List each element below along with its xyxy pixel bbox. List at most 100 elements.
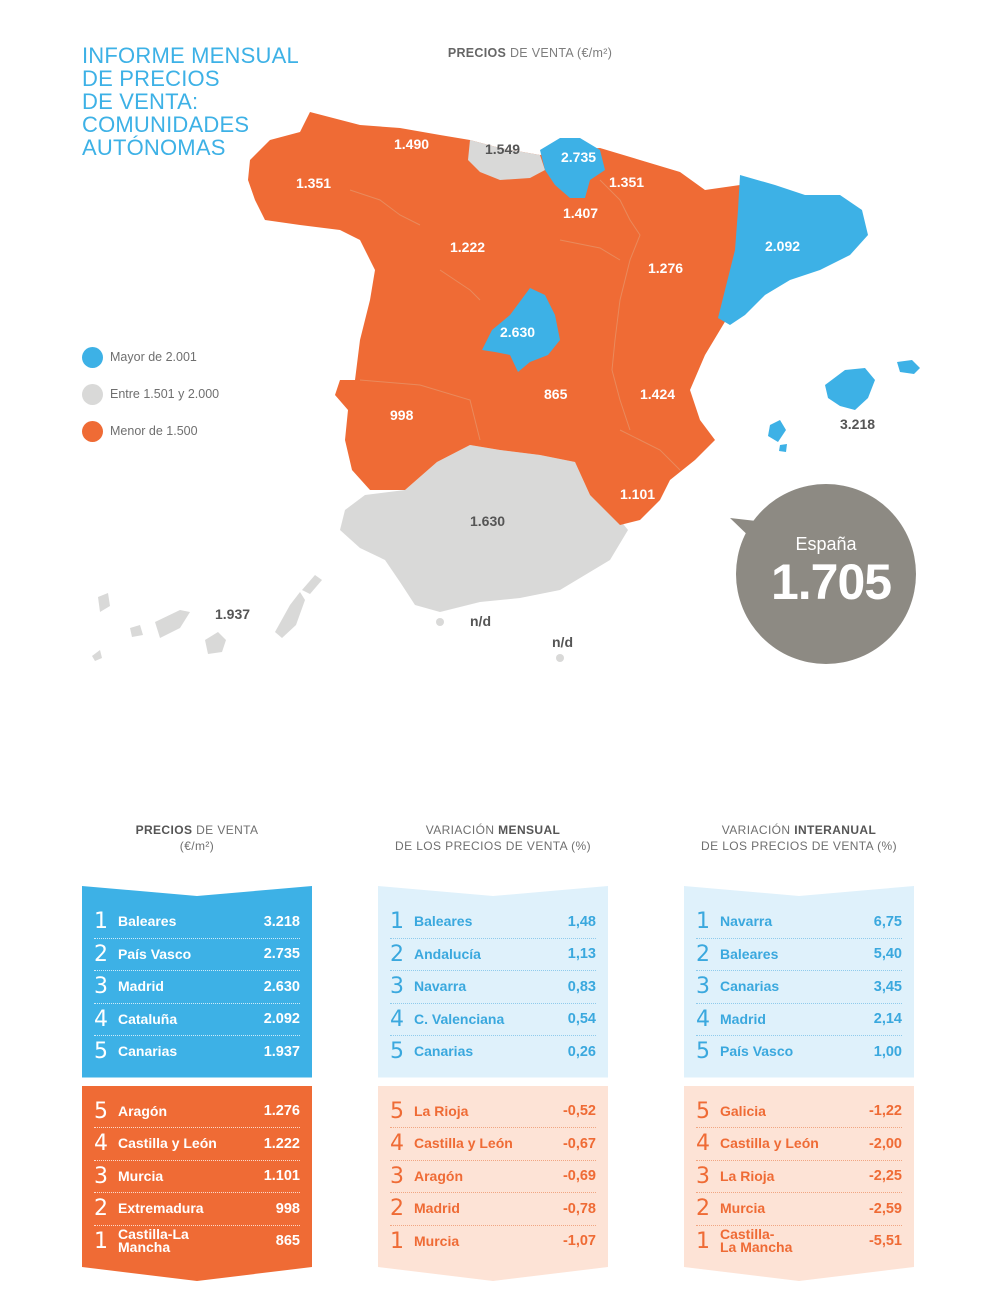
map-legend: Mayor de 2.001 Entre 1.501 y 2.000 Menor…	[82, 345, 219, 456]
rank-number: 5	[696, 1098, 710, 1124]
region-value: -1,07	[562, 1233, 596, 1250]
region-madrid	[482, 288, 560, 372]
table-row: 4 Madrid 2,14	[696, 1004, 902, 1036]
label-castilla-la-mancha: 865	[544, 386, 568, 402]
region-name: Extremadura	[118, 1200, 204, 1217]
table-row: 4 Castilla y León 1.222	[94, 1128, 300, 1161]
region-name: Canarias	[118, 1043, 178, 1060]
map-value-labels: 1.351 1.490 1.549 2.735 1.351 1.407 1.22…	[215, 136, 875, 650]
table-heading: VARIACIÓN INTERANUAL DE LOS PRECIOS DE VE…	[684, 822, 914, 878]
rank-number: 4	[94, 1006, 108, 1032]
region-name: Castilla y León	[720, 1135, 819, 1152]
table-heading-line2: (€/m²)	[179, 839, 215, 853]
label-andalucia: 1.630	[470, 513, 505, 529]
label-navarra: 1.351	[609, 174, 644, 190]
region-name: Cataluña	[118, 1010, 178, 1027]
rank-number: 2	[390, 1196, 404, 1222]
region-value: 0,83	[567, 978, 596, 995]
region-cantabria	[468, 140, 545, 180]
region-value: -2,00	[868, 1135, 902, 1152]
legend-label: Menor de 1.500	[110, 424, 198, 438]
legend-label: Entre 1.501 y 2.000	[110, 387, 220, 401]
rank-number: 2	[94, 1196, 108, 1222]
rank-number: 4	[390, 1006, 404, 1032]
region-value: 1,00	[873, 1043, 902, 1060]
rank-number: 4	[94, 1131, 108, 1157]
region-name: Madrid	[118, 978, 164, 995]
region-value: 6,75	[873, 913, 902, 930]
region-value: -5,51	[868, 1233, 902, 1250]
region-value: -2,59	[868, 1200, 902, 1217]
region-name: Murcia	[118, 1167, 164, 1184]
map-heading-bold: PRECIOS	[447, 46, 507, 60]
region-name: Canarias	[414, 1043, 474, 1060]
table-heading-line2: DE LOS PRECIOS DE VENTA (%)	[395, 839, 591, 853]
bottom-ranking-block: 5 Galicia -1,22 4 Castilla y León -2,00 3 La Ri…	[684, 1086, 914, 1282]
region-name: Baleares	[118, 913, 177, 930]
region-melilla	[556, 654, 564, 662]
table-row: 3 Madrid 2.630	[94, 971, 300, 1004]
table-row: 5 Galicia -1,22	[696, 1096, 902, 1129]
table-row: 1 Baleares 1,48	[390, 906, 596, 939]
region-name: Murcia	[414, 1232, 460, 1249]
table-heading-line2: DE LOS PRECIOS DE VENTA (%)	[701, 839, 897, 853]
table-heading: PRECIOS DE VENTA (€/m²)	[82, 822, 312, 878]
region-value: -1,22	[868, 1103, 902, 1120]
region-cataluna	[718, 175, 868, 325]
region-value: 0,26	[567, 1043, 596, 1060]
region-pais-vasco	[540, 138, 605, 198]
region-value: 1.101	[263, 1168, 300, 1185]
region-baleares-formentera	[779, 444, 787, 452]
table-row: 2 País Vasco 2.735	[94, 939, 300, 971]
label-baleares: 3.218	[840, 416, 875, 432]
label-canarias: 1.937	[215, 606, 250, 622]
table-row: 3 La Rioja -2,25	[696, 1161, 902, 1194]
label-valencia: 1.424	[640, 386, 675, 402]
table-annual-variation: VARIACIÓN INTERANUAL DE LOS PRECIOS DE VE…	[684, 822, 914, 1281]
rank-number: 2	[94, 941, 108, 967]
rank-number: 5	[390, 1098, 404, 1124]
rank-number: 4	[696, 1131, 710, 1157]
table-row: 3 Canarias 3,45	[696, 971, 902, 1004]
top-ranking-block: 1 Baleares 1,48 2 Andalucía 1,13 3 Navarra 0,83 4…	[378, 886, 608, 1078]
region-canarias-1	[98, 593, 110, 612]
table-heading: VARIACIÓN MENSUAL DE LOS PRECIOS DE VENTA…	[378, 822, 608, 878]
rank-number: 2	[696, 941, 710, 967]
map-regions	[92, 112, 920, 662]
table-heading-line1: VARIACIÓN MENSUAL	[378, 822, 608, 838]
top-ranking-block: 1 Baleares 3.218 2 País Vasco 2.735 3 Madrid 2.6…	[82, 886, 312, 1078]
region-name: Castilla-La Mancha	[118, 1226, 189, 1256]
rank-number: 4	[696, 1006, 710, 1032]
region-baleares-ibiza	[768, 420, 786, 442]
bottom-ranking-block: 5 Aragón 1.276 4 Castilla y León 1.222 3 Murcia…	[82, 1086, 312, 1282]
table-heading-rest: DE VENTA	[192, 823, 259, 837]
label-murcia: 1.101	[620, 486, 655, 502]
table-row: 5 País Vasco 1,00	[696, 1036, 902, 1068]
region-value: 3.218	[263, 913, 300, 930]
region-name: Castilla- La Mancha	[720, 1226, 793, 1256]
spain-bubble-title: España	[795, 534, 857, 554]
table-row: 1 Navarra 6,75	[696, 906, 902, 939]
table-row: 4 Cataluña 2.092	[94, 1004, 300, 1036]
rank-number: 3	[94, 974, 108, 1000]
legend-label: Mayor de 2.001	[110, 350, 197, 364]
region-name: Castilla y León	[118, 1135, 217, 1152]
legend-dot-blue	[82, 346, 103, 368]
region-canarias-2	[130, 625, 143, 637]
map-heading: PRECIOS DE VENTA (€/m²)	[380, 46, 680, 60]
region-value: 998	[275, 1200, 300, 1217]
label-ceuta: n/d	[470, 613, 491, 629]
region-name: Castilla y León	[414, 1135, 513, 1152]
region-value: 5,40	[873, 946, 902, 963]
region-value: 1.222	[263, 1135, 300, 1152]
region-value: 1,48	[567, 913, 596, 930]
region-name: La Rioja	[720, 1167, 775, 1184]
region-value: 3,45	[873, 978, 902, 995]
region-value: 1.937	[263, 1043, 300, 1060]
label-galicia: 1.351	[296, 175, 331, 191]
top-ranking-block: 1 Navarra 6,75 2 Baleares 5,40 3 Canarias 3,45 4 M…	[684, 886, 914, 1078]
rank-number: 3	[696, 974, 710, 1000]
region-name: Madrid	[414, 1200, 460, 1217]
table-row: 2 Murcia -2,59	[696, 1193, 902, 1226]
table-row: 4 Castilla y León -2,00	[696, 1128, 902, 1161]
